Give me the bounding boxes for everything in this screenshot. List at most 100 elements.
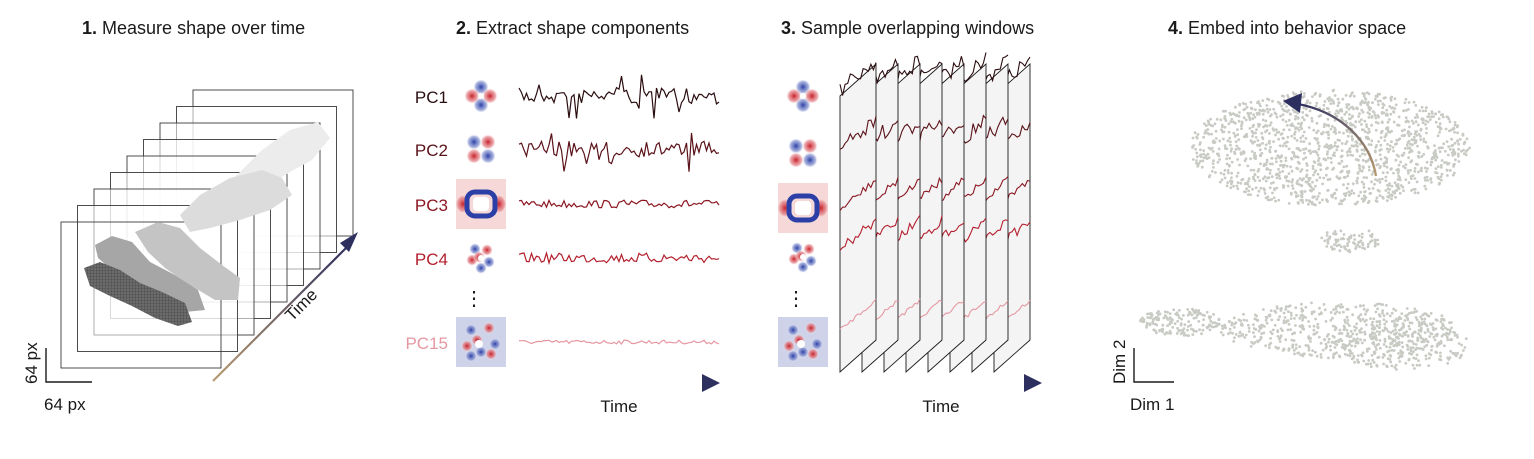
embedding-point (1394, 309, 1398, 312)
embedding-point (1255, 314, 1258, 318)
embedding-point (1234, 105, 1237, 109)
embedding-point (1240, 124, 1243, 128)
embedding-point (1311, 195, 1315, 199)
embedding-point (1427, 314, 1431, 318)
embedding-point (1327, 147, 1331, 151)
embedding-point (1450, 326, 1453, 330)
embedding-point (1321, 198, 1324, 202)
embedding-point (1296, 111, 1300, 115)
embedding-point (1223, 115, 1227, 118)
embedding-point (1415, 130, 1419, 134)
embedding-point (1381, 196, 1385, 200)
embedding-point (1287, 322, 1291, 326)
embedding-point (1247, 330, 1251, 333)
embedding-point (1345, 334, 1349, 338)
embedding-point (1179, 323, 1183, 327)
embedding-point (1442, 142, 1446, 146)
embedding-point (1345, 328, 1349, 332)
embedding-point (1232, 131, 1236, 135)
embedding-point (1364, 97, 1368, 101)
embedding-point (1364, 362, 1368, 366)
embedding-point (1414, 343, 1418, 346)
embedding-point (1325, 198, 1328, 202)
embedding-point (1371, 101, 1374, 104)
embedding-point (1312, 187, 1315, 191)
embedding-point (1385, 165, 1389, 169)
embedding-point (1445, 140, 1449, 144)
embedding-point (1345, 110, 1348, 114)
embedding-point (1400, 350, 1404, 354)
embedding-point (1384, 303, 1388, 307)
embedding-point (1452, 330, 1455, 334)
embedding-point (1284, 308, 1288, 311)
embedding-point (1225, 162, 1229, 166)
embedding-point (1445, 161, 1448, 164)
embedding-point (1394, 158, 1398, 162)
embedding-point (1403, 147, 1407, 150)
embedding-point (1305, 101, 1309, 105)
embedding-point (1331, 316, 1334, 320)
embedding-point (1376, 238, 1379, 242)
embedding-point (1195, 135, 1198, 139)
embedding-point (1237, 334, 1241, 338)
embedding-point (1445, 169, 1449, 172)
embedding-point (1425, 324, 1429, 328)
embedding-point (1355, 181, 1359, 185)
embedding-point (1374, 94, 1378, 98)
embedding-point (1168, 312, 1172, 315)
embedding-point (1221, 327, 1225, 330)
embedding-point (1414, 139, 1418, 143)
embedding-point (1340, 149, 1344, 153)
embedding-point (1193, 131, 1197, 135)
embedding-point (1328, 344, 1332, 348)
embedding-point (1355, 106, 1359, 110)
embedding-point (1419, 315, 1423, 319)
embedding-point (1301, 134, 1305, 138)
embedding-point (1400, 341, 1404, 344)
embedding-point (1396, 185, 1400, 189)
embedding-point (1311, 164, 1315, 168)
embedding-point (1415, 353, 1419, 357)
embedding-point (1383, 322, 1387, 326)
embedding-point (1317, 114, 1321, 118)
embedding-point (1441, 146, 1444, 150)
embedding-point (1330, 98, 1333, 102)
embedding-point (1411, 346, 1415, 349)
embedding-point (1352, 107, 1355, 111)
embedding-point (1277, 198, 1281, 202)
embedding-point (1382, 352, 1385, 356)
embedding-point (1237, 138, 1241, 142)
embedding-point (1394, 363, 1398, 367)
embedding-point (1264, 143, 1268, 147)
embedding-point (1191, 307, 1194, 311)
embedding-point (1424, 187, 1428, 191)
embedding-point (1320, 236, 1324, 240)
embedding-point (1284, 175, 1287, 179)
embedding-point (1276, 330, 1280, 334)
embedding-point (1243, 135, 1247, 139)
embedding-point (1194, 147, 1197, 151)
embedding-point (1312, 173, 1315, 177)
embedding-point (1279, 114, 1283, 118)
embedding-point (1253, 341, 1257, 344)
embedding-point (1390, 320, 1394, 323)
embedding-point (1278, 315, 1282, 318)
embedding-point (1360, 341, 1364, 345)
embedding-point (1362, 176, 1366, 179)
pc-time-series (518, 250, 720, 266)
embedding-point (1329, 318, 1333, 322)
embedding-point (1252, 331, 1255, 335)
embedding-point (1314, 184, 1317, 188)
embedding-point (1388, 358, 1392, 361)
embedding-point (1287, 179, 1291, 183)
embedding-point (1313, 136, 1317, 140)
embedding-point (1270, 156, 1274, 160)
embedding-point (1358, 120, 1361, 124)
embedding-point (1366, 111, 1370, 114)
embedding-point (1332, 101, 1336, 105)
embedding-point (1389, 98, 1393, 102)
embedding-point (1434, 318, 1438, 322)
embedding-point (1346, 353, 1350, 357)
embedding-point (1406, 318, 1410, 322)
embedding-point (1358, 154, 1362, 158)
